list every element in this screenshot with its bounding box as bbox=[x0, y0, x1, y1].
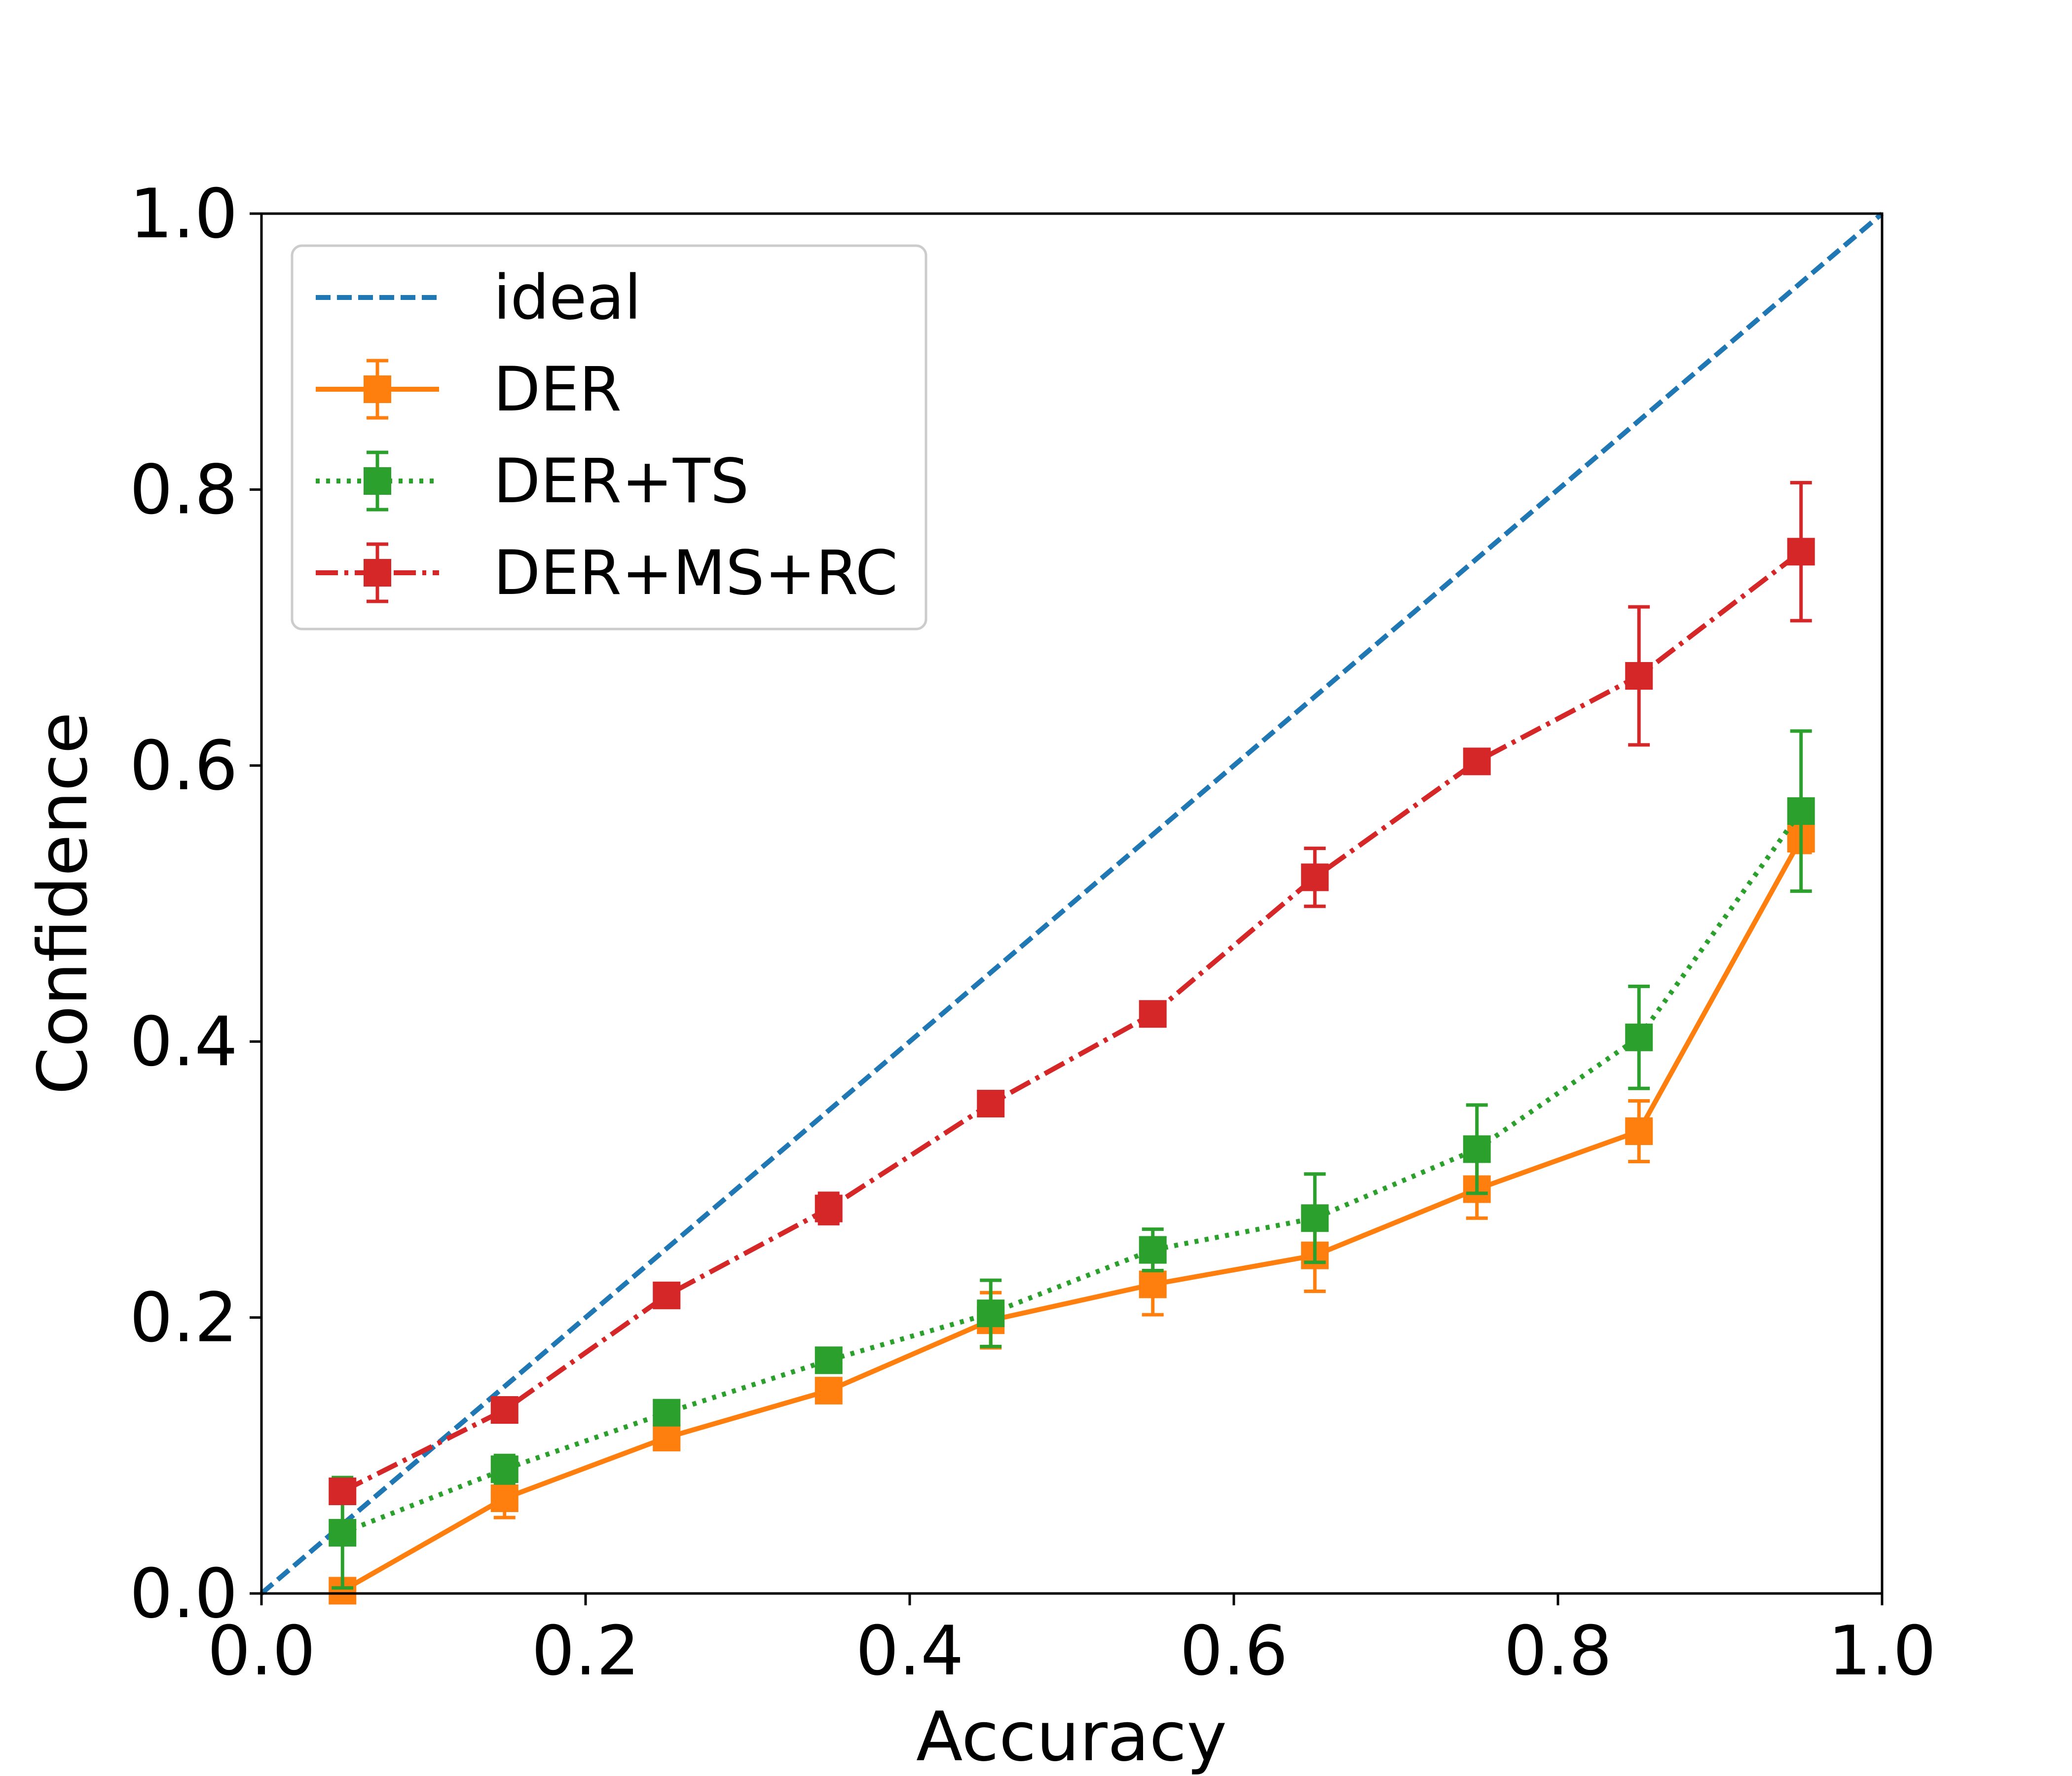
series-line bbox=[341, 810, 1803, 1535]
data-point bbox=[1139, 1000, 1167, 1028]
series-der-ms-rc bbox=[329, 481, 1815, 1506]
x-tick-label: 0.2 bbox=[531, 1611, 639, 1691]
legend: ideal DER DER+TS DER+MS+RC bbox=[291, 244, 927, 630]
x-tick-label: 0.8 bbox=[1504, 1611, 1612, 1691]
axes: 0.0 0.2 0.4 0.6 0.8 1.0 0.0 0.2 0.4 0.6 0.8 1.0 bbox=[130, 174, 1936, 1691]
x-tick-label: 0.4 bbox=[855, 1611, 963, 1691]
axes-frame bbox=[260, 212, 1884, 1595]
data-point bbox=[329, 1478, 357, 1506]
y-tick-label: 0.8 bbox=[130, 450, 238, 529]
data-point bbox=[1139, 1236, 1167, 1264]
data-point bbox=[653, 1281, 681, 1309]
data-point bbox=[814, 1346, 843, 1374]
series-line bbox=[341, 550, 1803, 1494]
legend-box bbox=[291, 244, 927, 630]
data-point bbox=[1301, 1204, 1329, 1232]
y-tick-label: 0.6 bbox=[130, 726, 238, 806]
y-tick-label: 0.4 bbox=[130, 1002, 238, 1081]
data-point bbox=[1139, 1270, 1167, 1298]
ideal-line bbox=[259, 212, 1884, 1595]
data-point bbox=[1463, 1135, 1491, 1163]
data-point bbox=[653, 1423, 681, 1451]
data-point bbox=[814, 1376, 843, 1405]
series-der-ts bbox=[329, 729, 1815, 1590]
legend-der-ts-symbol bbox=[316, 450, 439, 512]
data-point bbox=[814, 1194, 843, 1222]
legend-der-label: DER bbox=[493, 354, 622, 425]
data-point bbox=[490, 1396, 518, 1424]
data-point bbox=[1787, 797, 1815, 825]
data-point bbox=[490, 1455, 518, 1483]
legend-marker bbox=[364, 467, 391, 495]
legend-marker bbox=[364, 559, 391, 587]
legend-der-symbol bbox=[316, 359, 439, 420]
y-axis-label: Confidence bbox=[23, 712, 103, 1095]
x-tick-label: 1.0 bbox=[1828, 1611, 1936, 1691]
data-point bbox=[1625, 1023, 1653, 1051]
legend-der-ts-label: DER+TS bbox=[493, 446, 749, 517]
legend-der-ms-rc-symbol bbox=[316, 542, 439, 603]
y-tick-label: 0.0 bbox=[130, 1554, 238, 1633]
x-tick-label: 0.0 bbox=[207, 1611, 315, 1691]
data-point bbox=[977, 1090, 1005, 1118]
series-line bbox=[341, 837, 1804, 1593]
data-point bbox=[1787, 538, 1815, 566]
x-axis-label: Accuracy bbox=[916, 1697, 1227, 1776]
data-point bbox=[1463, 747, 1491, 776]
legend-der-ms-rc-label: DER+MS+RC bbox=[493, 538, 898, 609]
data-point bbox=[1301, 863, 1329, 891]
data-point bbox=[329, 1518, 357, 1547]
legend-marker bbox=[364, 375, 391, 403]
y-tick-label: 1.0 bbox=[130, 174, 238, 254]
x-tick-label: 0.6 bbox=[1180, 1611, 1288, 1691]
data-point bbox=[1625, 662, 1653, 690]
plot-area bbox=[259, 212, 1884, 1605]
legend-ideal-label: ideal bbox=[493, 262, 641, 333]
y-tick-label: 0.2 bbox=[130, 1278, 238, 1358]
data-point bbox=[1625, 1117, 1653, 1146]
data-point bbox=[490, 1484, 518, 1513]
data-point bbox=[653, 1399, 681, 1427]
data-point bbox=[977, 1299, 1005, 1328]
